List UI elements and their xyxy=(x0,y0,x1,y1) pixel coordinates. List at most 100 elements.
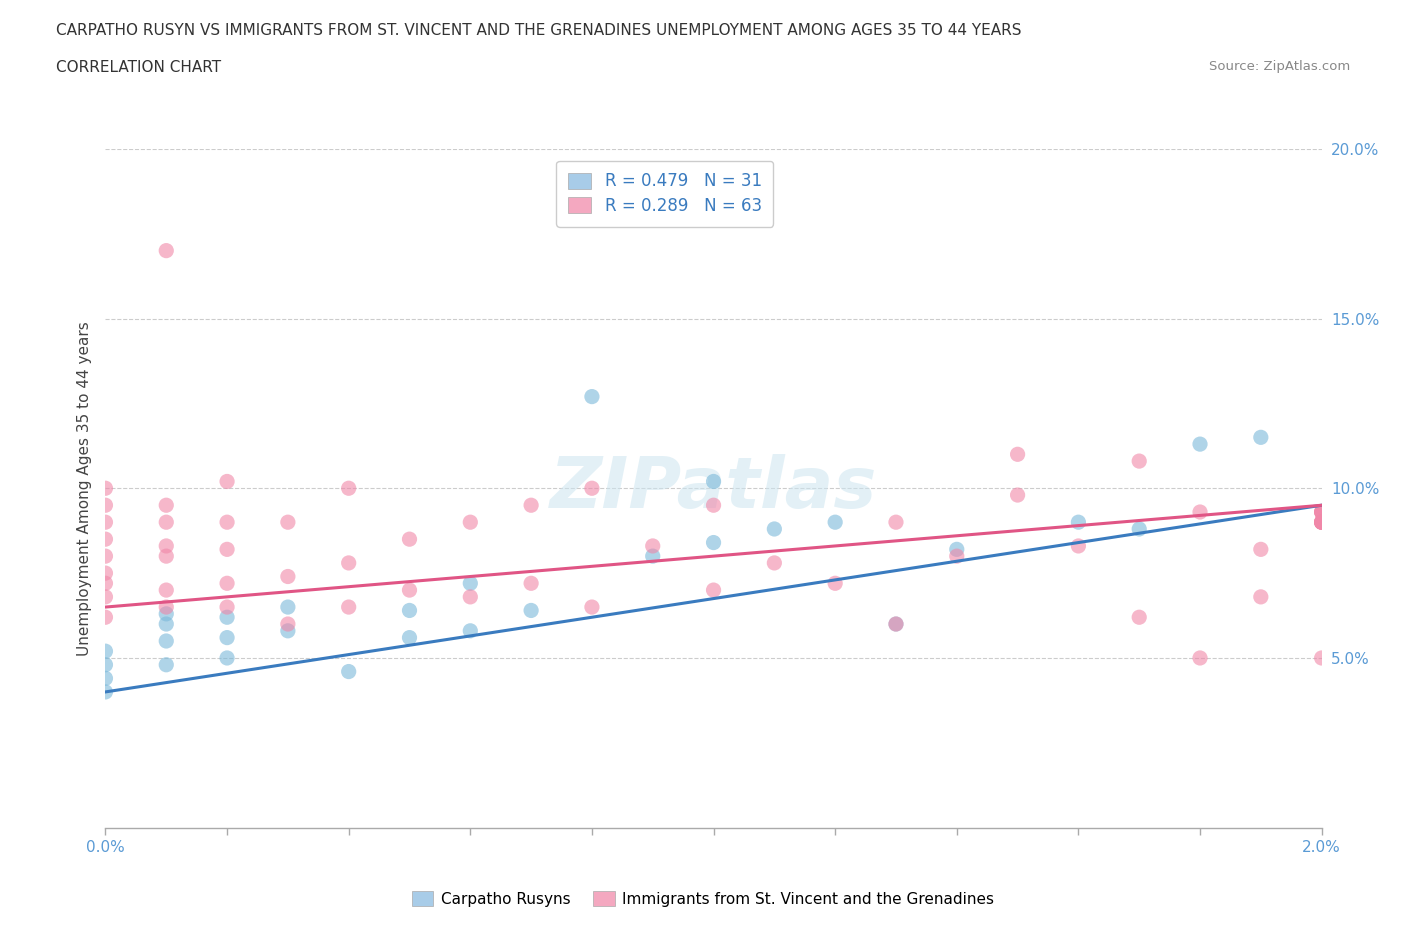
Point xyxy=(763,555,786,570)
Point xyxy=(1310,515,1333,530)
Point xyxy=(398,603,420,618)
Point xyxy=(94,644,117,658)
Point xyxy=(1310,505,1333,520)
Point xyxy=(1128,522,1150,537)
Point xyxy=(520,603,543,618)
Point xyxy=(217,474,239,489)
Legend: Carpatho Rusyns, Immigrants from St. Vincent and the Grenadines: Carpatho Rusyns, Immigrants from St. Vin… xyxy=(405,885,1001,913)
Point xyxy=(702,582,725,598)
Point xyxy=(155,515,177,530)
Point xyxy=(217,610,239,625)
Text: Source: ZipAtlas.com: Source: ZipAtlas.com xyxy=(1209,60,1350,73)
Point xyxy=(1310,651,1333,666)
Point xyxy=(217,515,239,530)
Point xyxy=(702,474,725,489)
Point xyxy=(277,617,299,631)
Point xyxy=(155,600,177,615)
Point xyxy=(763,522,786,537)
Point xyxy=(945,549,967,564)
Point xyxy=(337,481,360,496)
Point xyxy=(824,515,846,530)
Point xyxy=(94,671,117,685)
Point xyxy=(1250,542,1272,557)
Point xyxy=(277,515,299,530)
Point xyxy=(94,565,117,580)
Point xyxy=(398,532,420,547)
Point xyxy=(277,569,299,584)
Point xyxy=(1128,454,1150,469)
Point xyxy=(884,515,907,530)
Point xyxy=(702,535,725,550)
Point xyxy=(458,515,481,530)
Point xyxy=(702,498,725,512)
Point xyxy=(217,631,239,645)
Text: CARPATHO RUSYN VS IMMIGRANTS FROM ST. VINCENT AND THE GRENADINES UNEMPLOYMENT AM: CARPATHO RUSYN VS IMMIGRANTS FROM ST. VI… xyxy=(56,23,1022,38)
Point xyxy=(1007,487,1029,502)
Point xyxy=(1310,515,1333,530)
Point xyxy=(155,606,177,621)
Point xyxy=(277,600,299,615)
Point xyxy=(217,542,239,557)
Point xyxy=(155,582,177,598)
Point xyxy=(337,600,360,615)
Point xyxy=(1310,515,1333,530)
Point xyxy=(94,658,117,672)
Point xyxy=(94,590,117,604)
Point xyxy=(94,515,117,530)
Point xyxy=(581,389,603,404)
Point xyxy=(1310,505,1333,520)
Point xyxy=(1188,651,1211,666)
Point xyxy=(1250,430,1272,445)
Point xyxy=(458,623,481,638)
Point xyxy=(94,532,117,547)
Point xyxy=(641,549,664,564)
Point xyxy=(581,481,603,496)
Point xyxy=(94,481,117,496)
Point xyxy=(155,633,177,648)
Point xyxy=(1310,505,1333,520)
Point xyxy=(1067,515,1090,530)
Point xyxy=(94,576,117,591)
Point xyxy=(217,651,239,666)
Point xyxy=(1310,505,1333,520)
Point xyxy=(884,617,907,631)
Point xyxy=(1310,515,1333,530)
Point xyxy=(520,576,543,591)
Point xyxy=(217,576,239,591)
Point xyxy=(641,538,664,553)
Point xyxy=(155,243,177,258)
Point xyxy=(337,664,360,679)
Point xyxy=(398,631,420,645)
Point xyxy=(1128,610,1150,625)
Point xyxy=(155,538,177,553)
Point xyxy=(1067,538,1090,553)
Point xyxy=(581,600,603,615)
Point xyxy=(824,576,846,591)
Point xyxy=(1188,437,1211,452)
Point xyxy=(1188,505,1211,520)
Point xyxy=(277,623,299,638)
Point xyxy=(94,498,117,512)
Point xyxy=(155,617,177,631)
Point xyxy=(945,542,967,557)
Point xyxy=(94,684,117,699)
Point xyxy=(398,582,420,598)
Legend: R = 0.479   N = 31, R = 0.289   N = 63: R = 0.479 N = 31, R = 0.289 N = 63 xyxy=(557,161,773,227)
Point xyxy=(94,610,117,625)
Text: CORRELATION CHART: CORRELATION CHART xyxy=(56,60,221,75)
Point xyxy=(155,549,177,564)
Point xyxy=(458,576,481,591)
Point xyxy=(337,555,360,570)
Text: ZIPatlas: ZIPatlas xyxy=(550,454,877,523)
Point xyxy=(1310,515,1333,530)
Point xyxy=(217,600,239,615)
Point xyxy=(1007,447,1029,462)
Point xyxy=(458,590,481,604)
Point xyxy=(155,498,177,512)
Point xyxy=(884,617,907,631)
Y-axis label: Unemployment Among Ages 35 to 44 years: Unemployment Among Ages 35 to 44 years xyxy=(76,321,91,656)
Point xyxy=(1250,590,1272,604)
Point xyxy=(520,498,543,512)
Point xyxy=(94,549,117,564)
Point xyxy=(155,658,177,672)
